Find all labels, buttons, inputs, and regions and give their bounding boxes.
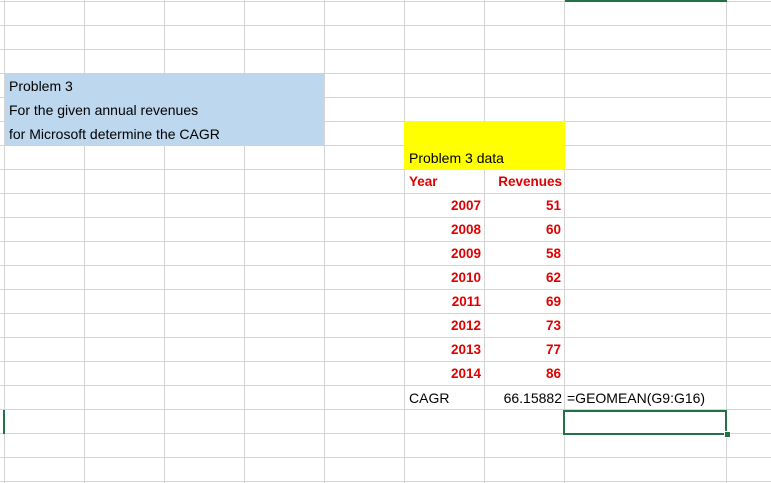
- cagr-formula-cell[interactable]: =GEOMEAN(G9:G16): [567, 390, 706, 406]
- row-gridline: [0, 457, 771, 458]
- cagr-label-cell[interactable]: CAGR: [409, 390, 450, 406]
- row-gridline: [0, 49, 771, 50]
- row-gridline: [0, 1, 771, 2]
- problem-description-cell[interactable]: for Microsoft determine the CAGR: [9, 126, 220, 142]
- row-gridline: [0, 217, 771, 218]
- cagr-value-cell[interactable]: 66.15882: [503, 390, 562, 406]
- row-gridline: [0, 433, 771, 434]
- row-gridline: [0, 265, 771, 266]
- year-cell[interactable]: 2007: [450, 198, 481, 213]
- year-cell[interactable]: 2011: [451, 294, 481, 309]
- row-gridline: [0, 241, 771, 242]
- row-gridline: [0, 361, 771, 362]
- revenue-cell[interactable]: 73: [545, 318, 561, 333]
- revenues-header-cell[interactable]: Revenues: [498, 174, 562, 189]
- problem-description-cell[interactable]: For the given annual revenues: [9, 102, 199, 118]
- row-gridline: [0, 145, 771, 146]
- row-gridline: [0, 121, 771, 122]
- row-gridline: [0, 385, 771, 386]
- row-gridline: [0, 289, 771, 290]
- fill-handle[interactable]: [724, 431, 731, 438]
- revenue-cell[interactable]: 62: [545, 270, 561, 285]
- year-cell[interactable]: 2008: [450, 222, 481, 237]
- data-title-fill: [404, 121, 565, 170]
- year-cell[interactable]: 2013: [450, 342, 481, 357]
- problem-header-fill: [5, 73, 324, 146]
- year-cell[interactable]: 2009: [450, 246, 481, 261]
- row-gridline: [0, 193, 771, 194]
- revenue-cell[interactable]: 58: [545, 246, 561, 261]
- year-cell[interactable]: 2014: [450, 366, 481, 381]
- year-cell[interactable]: 2012: [450, 318, 481, 333]
- row-gridline: [0, 25, 771, 26]
- row-gridline: [0, 73, 771, 74]
- row-gridline: [0, 313, 771, 314]
- revenue-cell[interactable]: 69: [545, 294, 561, 309]
- row-gridline: [0, 97, 771, 98]
- revenue-cell[interactable]: 86: [545, 366, 561, 381]
- row-selection-indicator: [3, 410, 5, 434]
- row-gridline: [0, 481, 771, 482]
- revenue-cell[interactable]: 77: [545, 342, 561, 357]
- row-gridline: [0, 409, 771, 410]
- active-cell[interactable]: [563, 410, 727, 435]
- row-gridline: [0, 337, 771, 338]
- revenue-cell[interactable]: 60: [545, 222, 561, 237]
- revenue-cell[interactable]: 51: [545, 198, 561, 213]
- year-header-cell[interactable]: Year: [409, 174, 438, 189]
- row-gridline: [0, 169, 771, 170]
- problem-title-cell[interactable]: Problem 3: [9, 78, 73, 94]
- data-title-cell[interactable]: Problem 3 data: [409, 150, 504, 166]
- year-cell[interactable]: 2010: [450, 270, 481, 285]
- column-selection-indicator: [565, 0, 727, 2]
